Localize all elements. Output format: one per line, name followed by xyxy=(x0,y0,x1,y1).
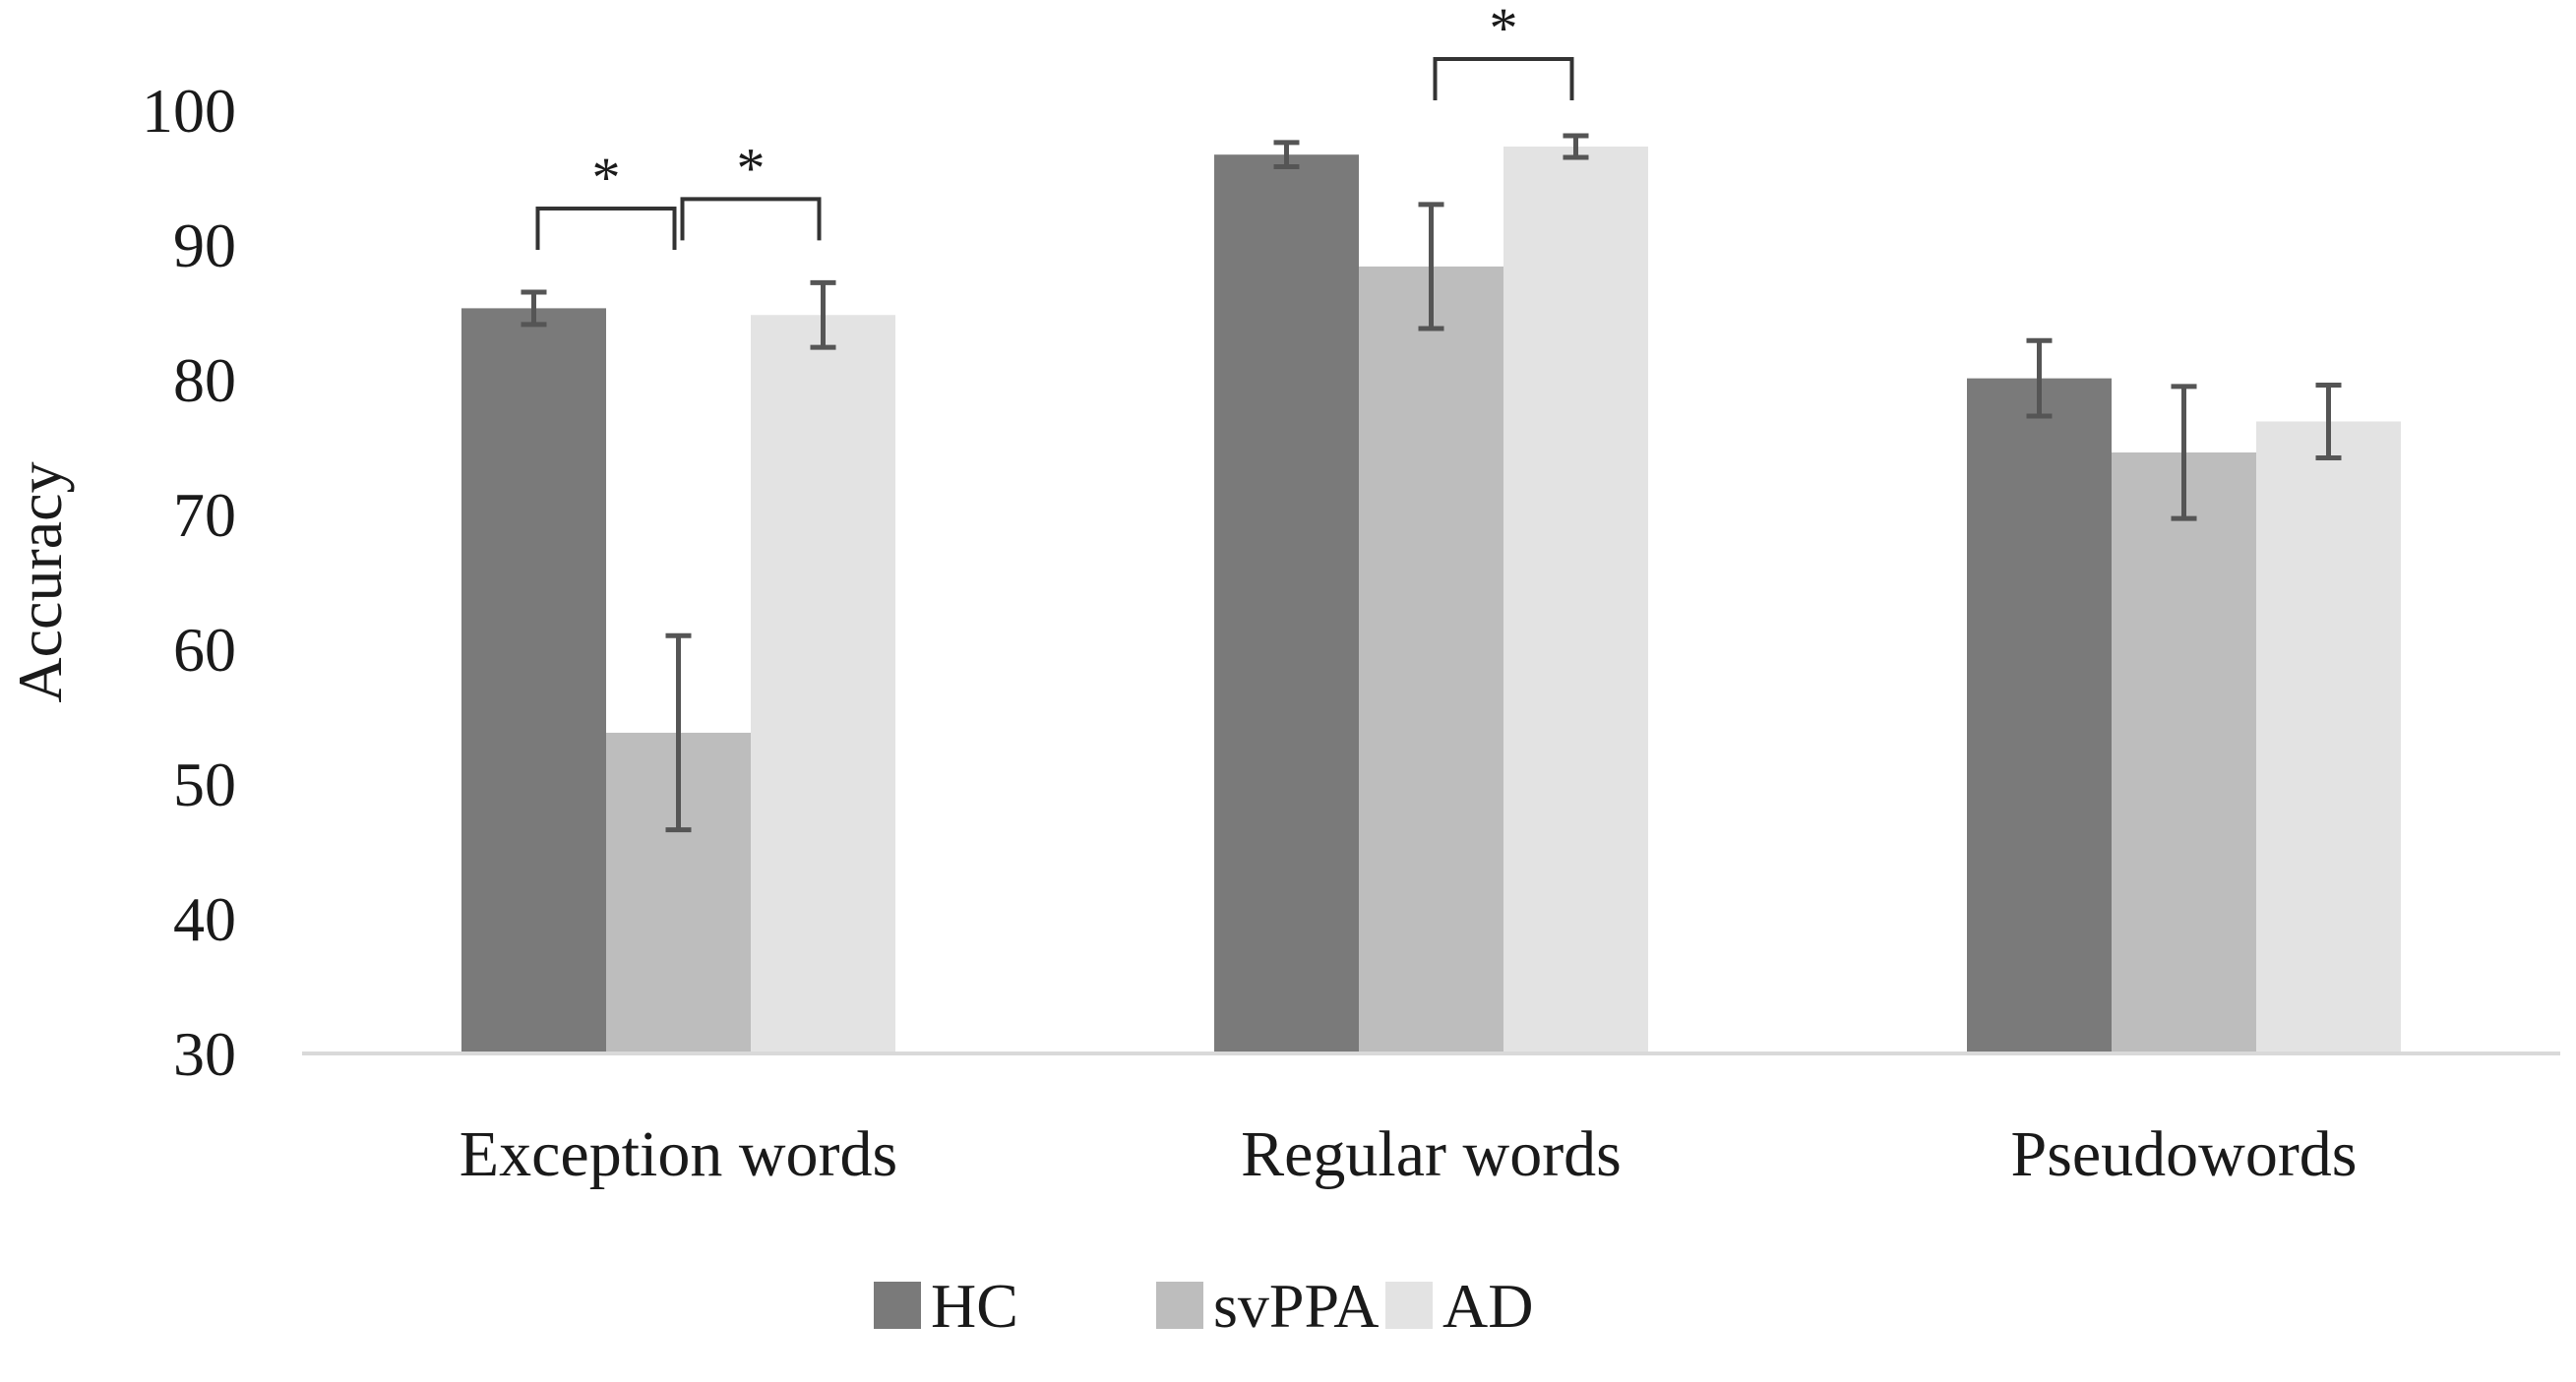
error-bar-ad xyxy=(1563,133,1589,160)
significance-label: * xyxy=(1490,0,1518,60)
significance-bracket xyxy=(680,197,822,241)
x-category-label: Exception words xyxy=(460,1118,897,1190)
legend-swatch xyxy=(874,1282,921,1329)
error-bar-hc xyxy=(1273,140,1300,170)
significance-bracket xyxy=(1433,57,1574,100)
y-tick-label: 100 xyxy=(142,76,236,146)
bar-ad xyxy=(2256,421,2401,1054)
legend-label: svPPA xyxy=(1213,1271,1379,1341)
y-tick-label: 40 xyxy=(173,884,236,954)
bar-ad xyxy=(751,315,895,1053)
legend-swatch xyxy=(1385,1282,1433,1329)
bar-hc xyxy=(461,308,606,1053)
x-category-label: Regular words xyxy=(1241,1118,1622,1190)
bars-group xyxy=(461,146,2401,1054)
error-bar-ad xyxy=(810,279,836,350)
y-tick-label: 80 xyxy=(173,345,236,415)
x-category-labels: Exception words Regular words Pseudowords xyxy=(460,1118,2358,1190)
y-tick-label: 70 xyxy=(173,480,236,550)
error-bar-svppa xyxy=(1418,202,1444,331)
error-bar-ad xyxy=(2315,382,2342,460)
legend-label: HC xyxy=(931,1271,1018,1341)
y-tick-labels: 30 40 50 60 70 80 90 100 xyxy=(142,76,236,1089)
significance-brackets: * * * xyxy=(535,0,1574,250)
y-tick-label: 90 xyxy=(173,210,236,280)
x-category-label: Pseudowords xyxy=(2010,1118,2357,1190)
error-bar-svppa xyxy=(665,632,692,833)
significance-label: * xyxy=(737,136,766,200)
legend-swatch xyxy=(1156,1282,1203,1329)
y-tick-label: 50 xyxy=(173,750,236,819)
bar-ad xyxy=(1503,146,1648,1054)
error-bar-hc xyxy=(2026,337,2053,419)
legend-item-ad: AD xyxy=(1385,1271,1533,1341)
significance-bracket xyxy=(535,206,677,250)
bar-hc xyxy=(1967,378,2112,1053)
error-bars-group xyxy=(521,133,2342,833)
significance-label: * xyxy=(592,146,621,210)
y-tick-label: 30 xyxy=(173,1019,236,1089)
legend-item-svppa: svPPA xyxy=(1156,1271,1379,1341)
bar-svppa xyxy=(2112,451,2256,1054)
error-bar-hc xyxy=(521,289,547,328)
error-bar-svppa xyxy=(2171,384,2197,521)
legend: HC svPPA AD xyxy=(874,1271,1533,1341)
bar-svppa xyxy=(1359,266,1503,1053)
y-tick-label: 60 xyxy=(173,615,236,685)
legend-item-hc: HC xyxy=(874,1271,1018,1341)
bar-hc xyxy=(1214,154,1359,1053)
y-axis-label: Accuracy xyxy=(5,461,75,702)
legend-label: AD xyxy=(1442,1271,1533,1341)
